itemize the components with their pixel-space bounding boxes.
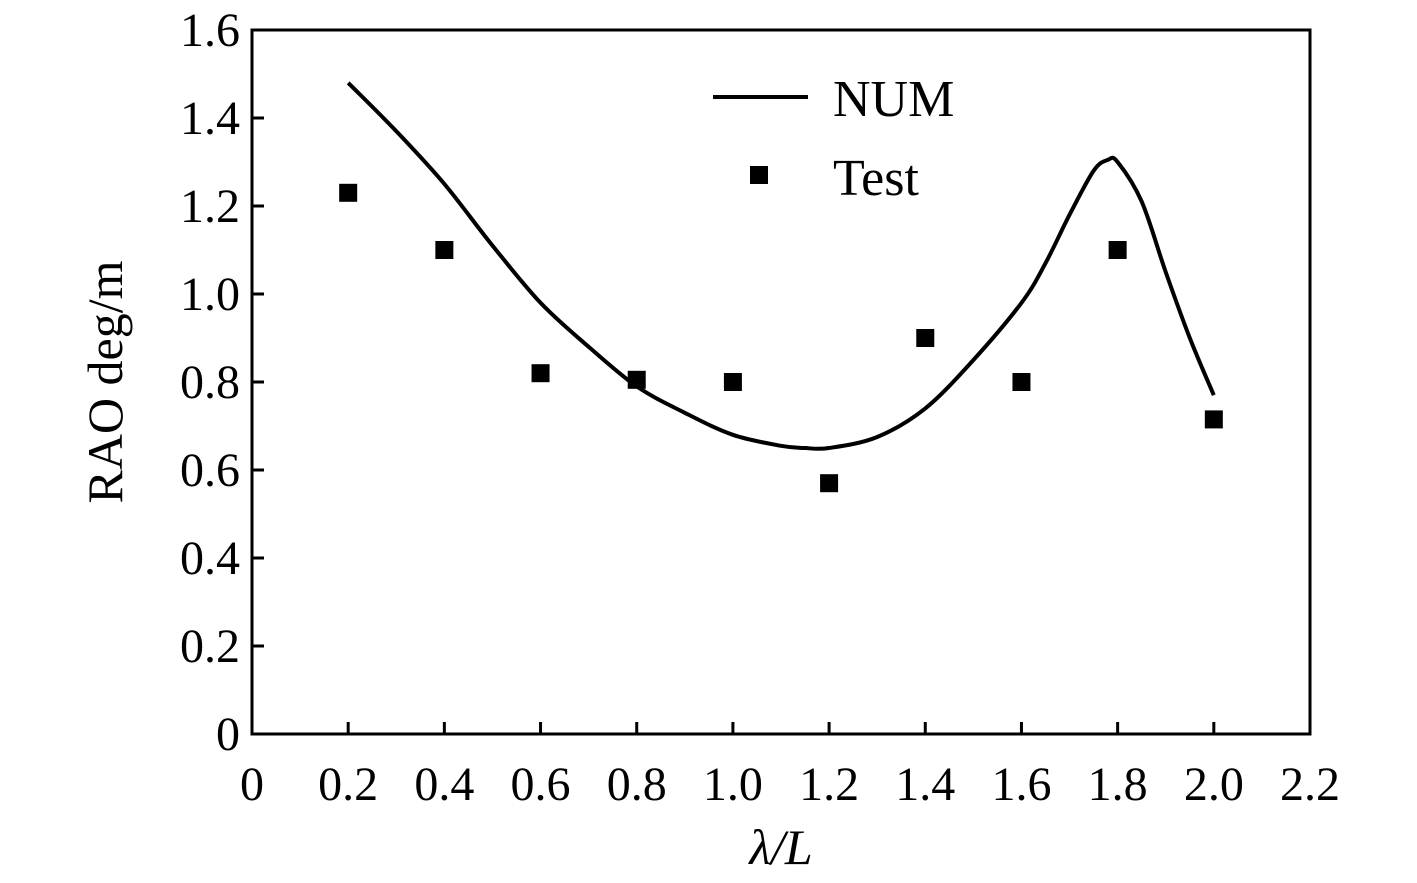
y-tick-label: 0.6 [180, 444, 240, 497]
y-tick-label: 1.0 [180, 268, 240, 321]
series-test-point [435, 241, 454, 259]
x-tick-label: 1.0 [703, 758, 763, 811]
series-test-point [916, 329, 935, 347]
x-tick-label: 0 [240, 758, 264, 811]
series-test-point [820, 474, 839, 493]
legend-label-num: NUM [833, 71, 954, 128]
legend-marker-swatch [750, 166, 768, 184]
y-tick-label: 0.4 [180, 532, 240, 585]
y-tick-label: 1.4 [180, 92, 240, 145]
y-tick-label: 0 [216, 708, 240, 761]
series-test-point [1108, 241, 1127, 259]
series-test-point [723, 373, 742, 391]
x-tick-label: 0.8 [607, 758, 667, 811]
series-test-point [339, 183, 358, 202]
series-test-point [1204, 410, 1223, 429]
x-tick-label: 1.4 [895, 758, 955, 811]
y-tick-label: 0.8 [180, 356, 240, 409]
y-axis-ticks: 0 0.2 0.4 0.6 0.8 1.0 1.2 1.4 1.6 [180, 4, 264, 761]
y-tick-label: 1.2 [180, 180, 240, 233]
y-axis-title: RAO deg/m [77, 260, 133, 503]
x-tick-label: 0.2 [318, 758, 378, 811]
series-test-point [531, 364, 550, 383]
y-tick-label: 0.2 [180, 620, 240, 673]
series-test-point [1012, 373, 1031, 391]
x-tick-label: 2.0 [1184, 758, 1244, 811]
x-axis-ticks: 0 0.2 0.4 0.6 0.8 1.0 1.2 1.4 1.6 1.8 2.0 2.2 [240, 722, 1340, 811]
x-tick-label: 1.8 [1088, 758, 1148, 811]
x-tick-label: 0.4 [414, 758, 474, 811]
series-test-point [627, 370, 646, 389]
x-tick-label: 0.6 [511, 758, 571, 811]
plot-frame [250, 28, 1312, 736]
x-axis-title: λ/L [747, 819, 812, 875]
y-tick-label: 1.6 [180, 4, 240, 57]
legend-label-test: Test [833, 150, 919, 207]
series-layer [339, 81, 1223, 493]
x-tick-label: 1.6 [991, 758, 1051, 811]
legend: NUM Test [713, 71, 954, 207]
x-tick-label: 2.2 [1280, 758, 1340, 811]
series-num-line [346, 81, 1216, 451]
x-tick-label: 1.2 [799, 758, 859, 811]
